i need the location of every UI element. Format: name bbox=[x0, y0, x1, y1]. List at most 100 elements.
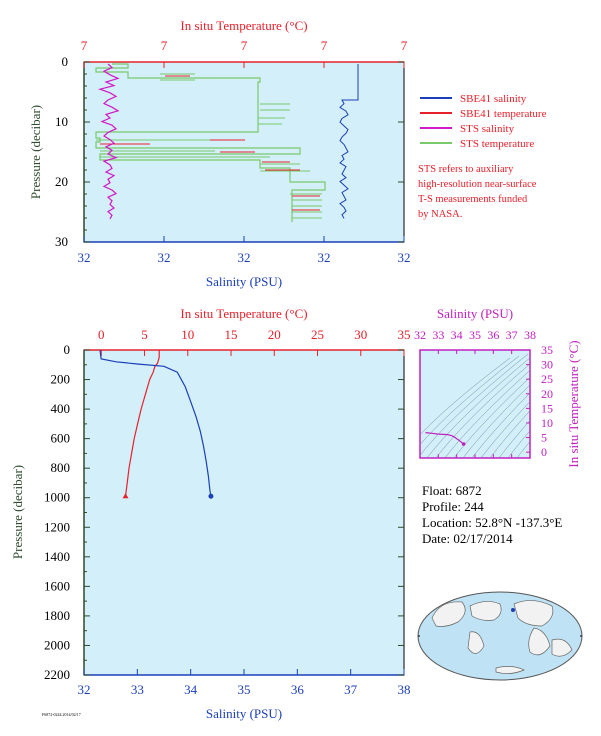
density-contour bbox=[516, 441, 530, 458]
main-pressure-tick-label: 1800 bbox=[44, 608, 70, 623]
ts-salinity-tick-label: 36 bbox=[487, 328, 499, 342]
main-temperature-tick-label: 35 bbox=[398, 327, 411, 342]
main-salinity-tick-label: 35 bbox=[238, 682, 251, 697]
ts-salinity-tick-label: 35 bbox=[469, 328, 481, 342]
main-pressure-label: Pressure (decibar) bbox=[10, 465, 25, 559]
density-contour bbox=[489, 410, 530, 458]
legend-note-line: STS refers to auxiliary bbox=[418, 164, 514, 175]
density-contour bbox=[435, 363, 530, 458]
sbe41-salinity-profile bbox=[99, 349, 212, 497]
main-pressure-tick-label: 600 bbox=[51, 431, 71, 446]
density-contour bbox=[480, 401, 530, 458]
world-map-land bbox=[469, 601, 502, 621]
main-temperature-tick-label: 30 bbox=[354, 327, 367, 342]
float-location: Location: 52.8°N -137.3°E bbox=[422, 515, 563, 530]
legend-note-line: by NASA. bbox=[418, 209, 462, 220]
main-temperature-tick-label: 10 bbox=[181, 327, 194, 342]
top-temperature-tick-label: 7 bbox=[81, 38, 88, 53]
ts-temperature-tick-label: 10 bbox=[541, 416, 553, 430]
main-salinity-tick-label: 34 bbox=[184, 682, 198, 697]
ts-salinity-tick-label: 32 bbox=[414, 328, 426, 342]
top-salinity-tick-label: 32 bbox=[238, 250, 251, 265]
ts-temperature-tick-label: 25 bbox=[541, 372, 553, 386]
top-temperature-tick-label: 7 bbox=[321, 38, 328, 53]
ts-temperature-tick-label: 15 bbox=[541, 401, 553, 415]
ts-plot-area bbox=[419, 349, 531, 459]
profile-number: Profile: 244 bbox=[422, 499, 484, 514]
main-pressure-tick-label: 2000 bbox=[44, 637, 70, 652]
main-salinity-tick-label: 38 bbox=[398, 682, 411, 697]
salinity-end-marker bbox=[208, 493, 214, 499]
top-pressure-tick-label: 10 bbox=[55, 114, 68, 129]
ts-temperature-tick-label: 5 bbox=[541, 431, 547, 445]
world-map-land bbox=[551, 638, 573, 657]
legend-note-line: T-S measurements funded bbox=[418, 194, 528, 205]
temperature-end-marker bbox=[122, 493, 129, 499]
ts-temperature-tick-label: 20 bbox=[541, 387, 553, 401]
density-contour bbox=[420, 355, 520, 445]
float-location-marker bbox=[511, 608, 515, 612]
top-pressure-tick-label: 30 bbox=[55, 234, 68, 249]
top-temperature-tick-label: 7 bbox=[161, 38, 168, 53]
main-temperature-tick-label: 15 bbox=[225, 327, 238, 342]
sbe41-salinity-line bbox=[339, 64, 359, 219]
top-temperature-title: In situ Temperature (°C) bbox=[180, 18, 307, 33]
density-contour bbox=[507, 430, 530, 458]
sts-salinity-line bbox=[97, 63, 120, 220]
density-contour bbox=[426, 357, 530, 458]
top-salinity-tick-label: 32 bbox=[158, 250, 171, 265]
ts-salinity-tick-label: 38 bbox=[524, 328, 536, 342]
legend-label: SBE41 salinity bbox=[460, 93, 527, 105]
legend-label: SBE41 temperature bbox=[460, 108, 547, 120]
profile-date: Date: 02/17/2014 bbox=[422, 531, 513, 546]
top-pressure-label: Pressure (decibar) bbox=[28, 105, 43, 199]
density-contour bbox=[453, 376, 530, 458]
legend-note-line: high-resolution near-surface bbox=[418, 179, 537, 190]
world-map-land bbox=[528, 627, 551, 656]
main-salinity-tick-label: 32 bbox=[78, 682, 91, 697]
top-salinity-label: Salinity (PSU) bbox=[206, 274, 282, 289]
top-pressure-tick-label: 0 bbox=[62, 54, 69, 69]
world-map-land bbox=[495, 666, 525, 674]
density-contour bbox=[420, 353, 529, 456]
float-info: Float: 6872 Profile: 244 Location: 52.8°… bbox=[422, 483, 562, 547]
ts-temperature-tick-label: 35 bbox=[541, 343, 553, 357]
main-pressure-tick-label: 200 bbox=[51, 372, 71, 387]
legend-label: STS temperature bbox=[460, 138, 534, 150]
footer-id: F6872-0244.2014/02/17 bbox=[42, 712, 81, 717]
ts-salinity-tick-label: 34 bbox=[451, 328, 463, 342]
ts-profile-end-marker bbox=[461, 442, 466, 446]
main-temperature-title: In situ Temperature (°C) bbox=[180, 306, 307, 321]
density-contour bbox=[462, 384, 530, 458]
main-salinity-tick-label: 33 bbox=[131, 682, 144, 697]
ts-salinity-tick-label: 37 bbox=[506, 328, 518, 342]
world-map-land bbox=[467, 631, 485, 654]
ts-temperature-tick-label: 30 bbox=[541, 358, 553, 372]
main-pressure-tick-label: 2200 bbox=[44, 667, 70, 682]
density-contour bbox=[498, 420, 530, 458]
main-temperature-tick-label: 0 bbox=[98, 327, 105, 342]
sts-temperature-line bbox=[95, 63, 326, 222]
legend-label: STS salinity bbox=[460, 123, 515, 135]
main-salinity-label: Salinity (PSU) bbox=[206, 706, 282, 721]
main-temperature-tick-label: 5 bbox=[141, 327, 148, 342]
main-pressure-tick-label: 1400 bbox=[44, 549, 70, 564]
world-map-land bbox=[513, 600, 554, 627]
ts-temperature-label: In situ Temperature (°C) bbox=[566, 340, 581, 467]
density-contour bbox=[420, 357, 511, 436]
main-pressure-tick-label: 1000 bbox=[44, 490, 70, 505]
main-temperature-tick-label: 20 bbox=[268, 327, 281, 342]
top-pressure-tick-label: 20 bbox=[55, 174, 68, 189]
ts-temperature-tick-label: 0 bbox=[541, 445, 547, 459]
world-map-land bbox=[431, 601, 466, 627]
top-temperature-tick-label: 7 bbox=[241, 38, 248, 53]
density-contour bbox=[471, 392, 530, 458]
main-plot-area bbox=[83, 349, 405, 676]
main-pressure-tick-label: 0 bbox=[64, 342, 71, 357]
float-id: Float: 6872 bbox=[422, 483, 482, 498]
ts-salinity-tick-label: 33 bbox=[432, 328, 444, 342]
main-pressure-tick-label: 1200 bbox=[44, 519, 70, 534]
main-temperature-tick-label: 25 bbox=[311, 327, 324, 342]
top-salinity-tick-label: 32 bbox=[318, 250, 331, 265]
